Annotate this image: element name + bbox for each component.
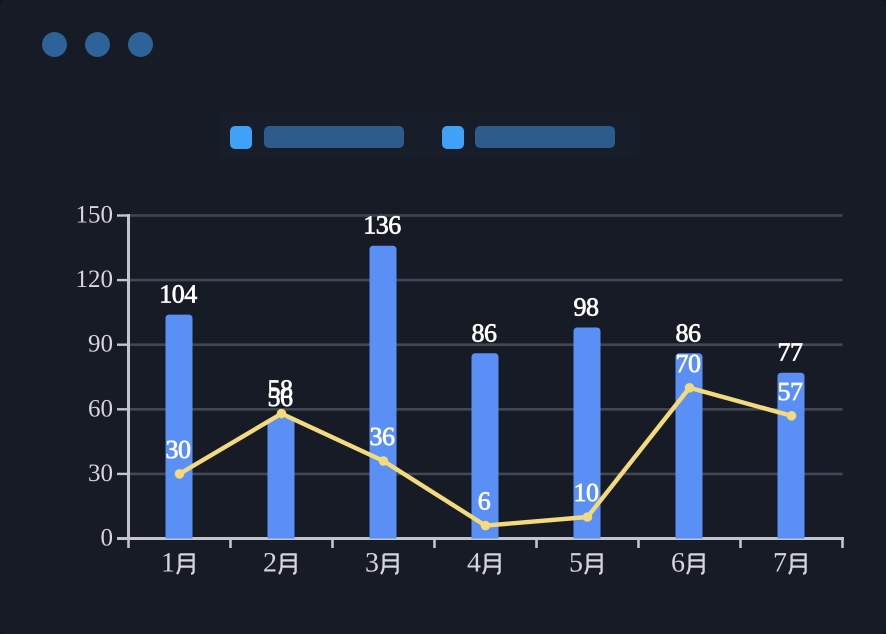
svg-text:10: 10 — [574, 478, 600, 507]
svg-text:58: 58 — [268, 375, 294, 404]
svg-text:98: 98 — [574, 293, 600, 322]
svg-text:70: 70 — [676, 349, 702, 378]
svg-text:3: 3 — [365, 548, 379, 579]
svg-text:104: 104 — [159, 280, 197, 309]
svg-text:86: 86 — [472, 318, 498, 347]
svg-text:120: 120 — [76, 266, 114, 293]
svg-text:4: 4 — [467, 548, 481, 579]
svg-text:77: 77 — [778, 338, 804, 367]
svg-text:90: 90 — [88, 331, 113, 358]
svg-text:36: 36 — [370, 422, 396, 451]
svg-text:136: 136 — [363, 211, 401, 240]
svg-text:6: 6 — [478, 487, 491, 516]
svg-text:150: 150 — [76, 202, 114, 229]
svg-text:60: 60 — [88, 395, 113, 422]
svg-text:56: 56 — [268, 383, 294, 412]
svg-text:86: 86 — [676, 318, 702, 347]
svg-text:57: 57 — [778, 377, 804, 406]
svg-text:30: 30 — [166, 435, 192, 464]
svg-text:7: 7 — [773, 548, 787, 579]
svg-text:1: 1 — [161, 548, 175, 579]
svg-text:5: 5 — [569, 548, 583, 579]
svg-text:2: 2 — [263, 548, 277, 579]
svg-text:6: 6 — [671, 548, 685, 579]
svg-text:0: 0 — [101, 525, 114, 552]
svg-text:30: 30 — [88, 460, 113, 487]
